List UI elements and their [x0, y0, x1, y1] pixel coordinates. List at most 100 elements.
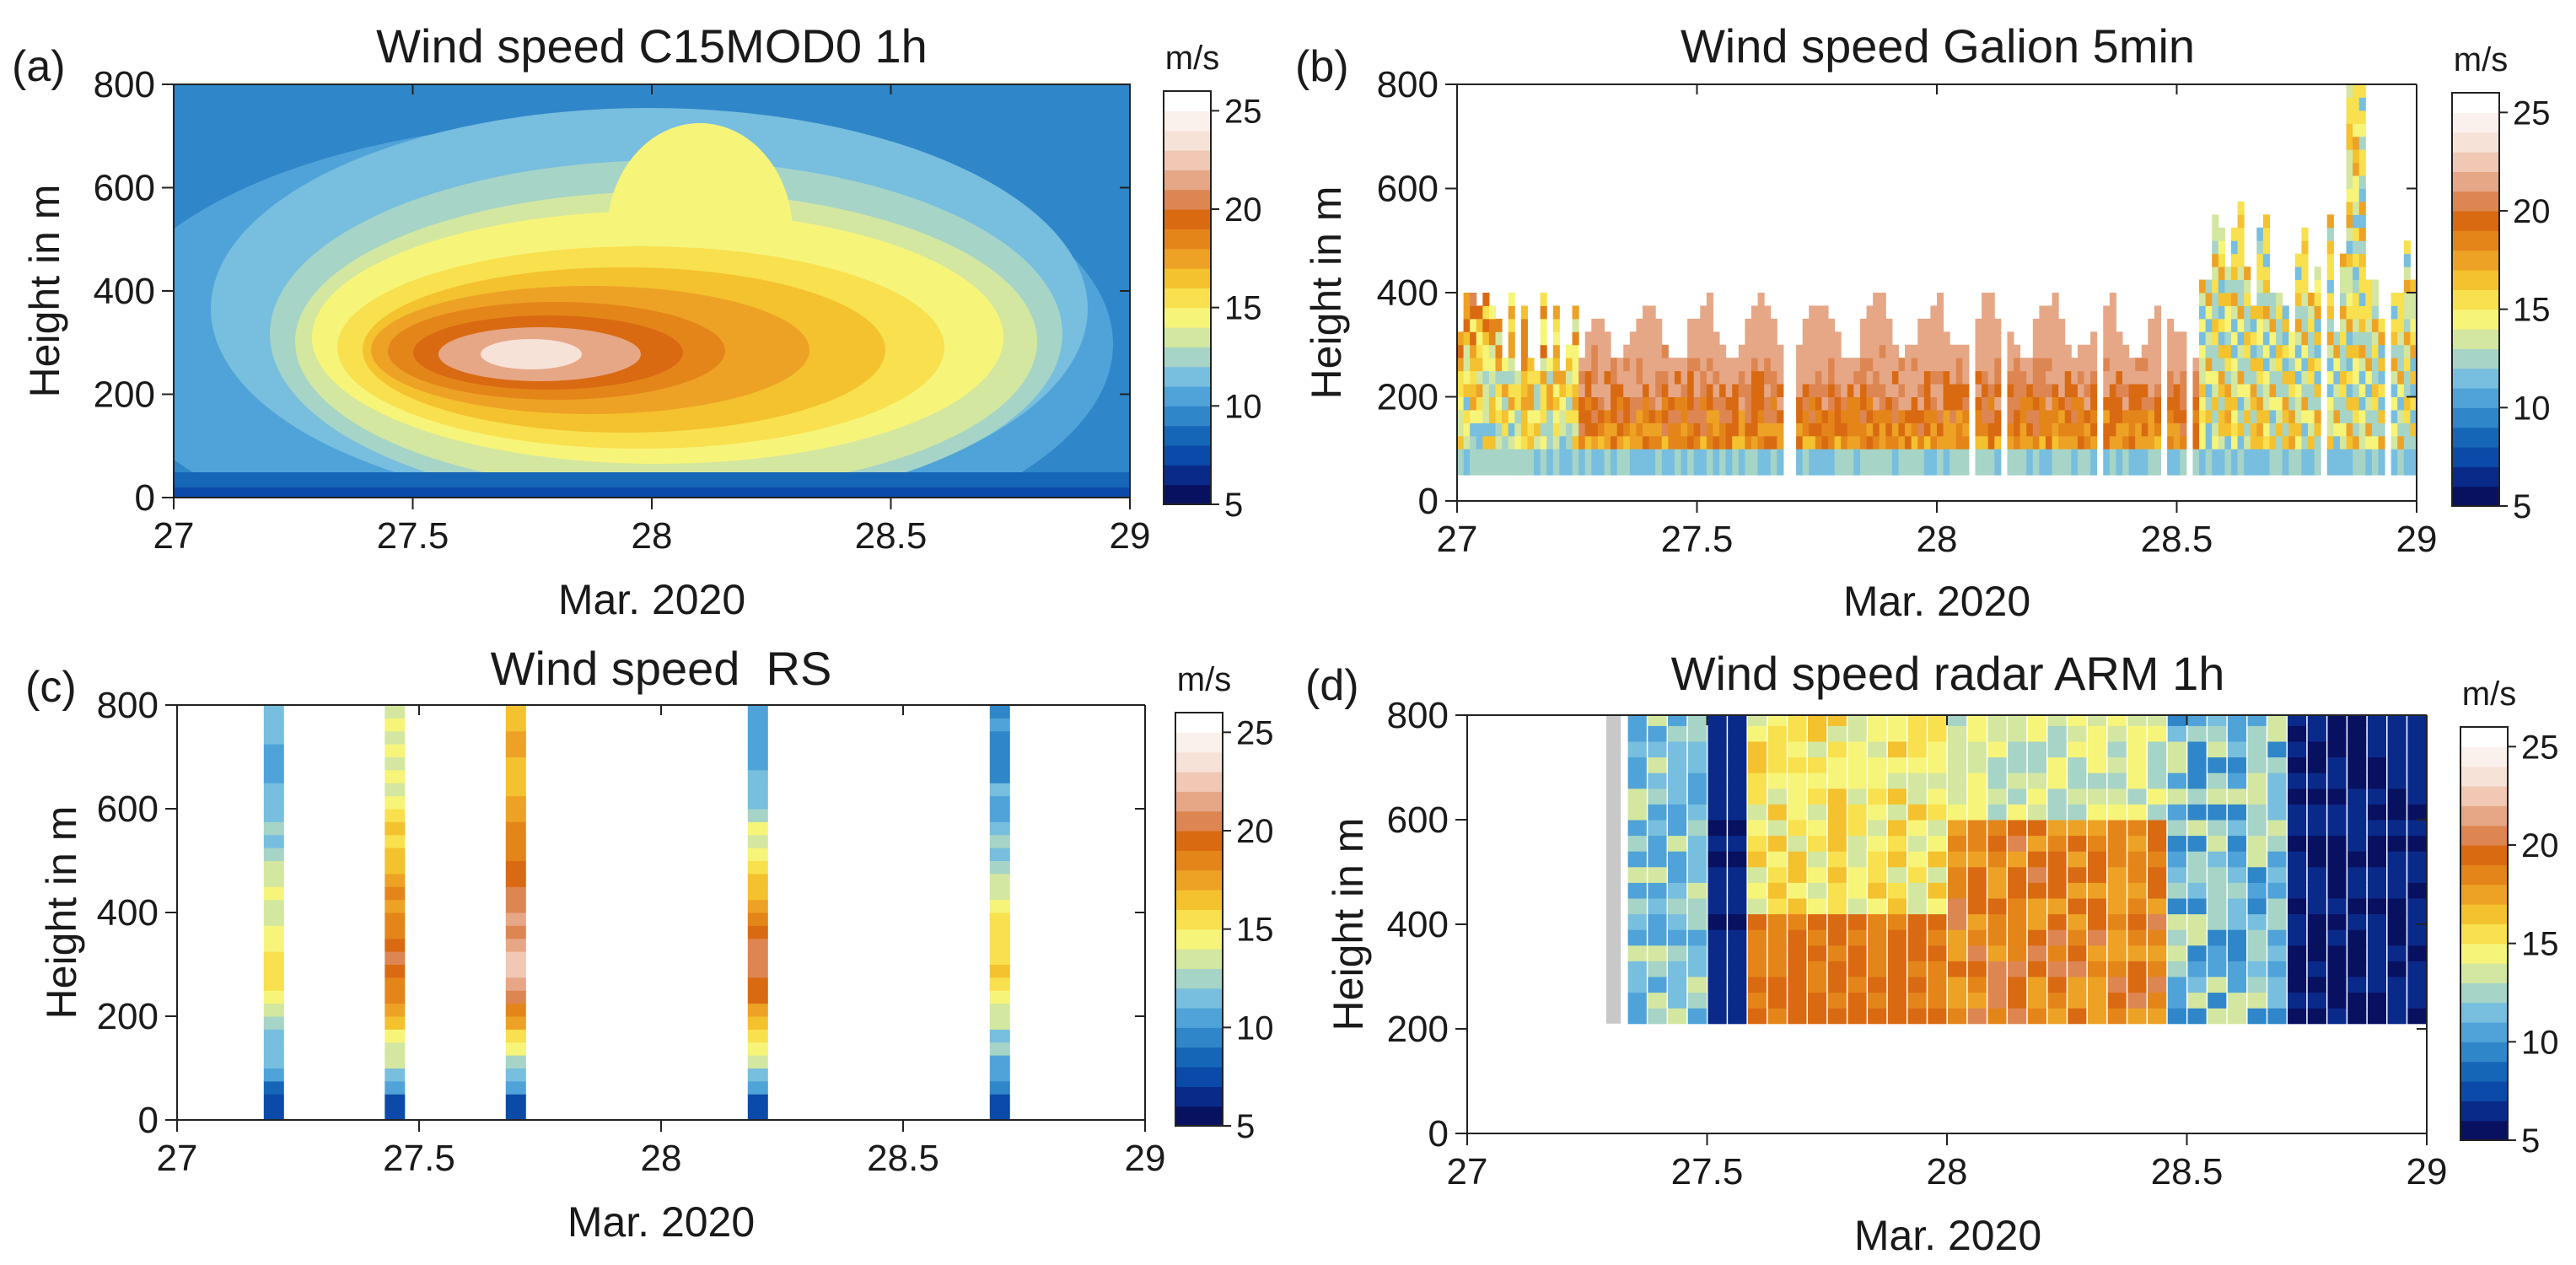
heatmap-cell [1767, 788, 1787, 805]
x-tick-label: 27.5 [1671, 1151, 1744, 1192]
heatmap-cell [2227, 788, 2247, 805]
heatmap-cell [2250, 358, 2257, 372]
heatmap-cell [1627, 715, 1647, 726]
heatmap-cell [1668, 715, 1687, 726]
heatmap-cell [2346, 214, 2353, 229]
heatmap-cell [1967, 961, 1987, 977]
heatmap-cell [1847, 1008, 1867, 1025]
heatmap-cell [1706, 331, 1713, 346]
heatmap-cell [1495, 344, 1503, 358]
heatmap-cell [2068, 772, 2087, 789]
heatmap-cell [2256, 344, 2264, 358]
heatmap-cell [1898, 435, 1906, 449]
heatmap-cell [2333, 461, 2341, 476]
heatmap-cell [2068, 1008, 2087, 1025]
heatmap-cell [2410, 384, 2417, 397]
heatmap-cell [2237, 266, 2245, 281]
heatmap-cell [1887, 945, 1907, 961]
heatmap-cell [2007, 370, 2014, 385]
heatmap-cell [2358, 435, 2366, 449]
heatmap-cell [2407, 715, 2427, 726]
heatmap-cell [1728, 882, 1747, 899]
heatmap-cell [2141, 384, 2148, 397]
heatmap-cell [2347, 945, 2367, 961]
heatmap-cell [2267, 788, 2287, 805]
x-tick-label: 28 [632, 515, 673, 557]
heatmap-cell [1807, 1008, 1827, 1025]
heatmap-cell [1482, 331, 1490, 346]
heatmap-cell [1476, 358, 1483, 372]
heatmap-cell [2250, 331, 2257, 346]
sounding-cell [263, 821, 284, 836]
heatmap-cell [2218, 461, 2225, 476]
heatmap-cell [2032, 384, 2040, 397]
heatmap-cell [1923, 318, 1931, 332]
heatmap-cell [2173, 435, 2181, 449]
colorbar-swatch [2452, 329, 2499, 349]
heatmap-cell [1907, 866, 1927, 883]
heatmap-cell [1750, 344, 1759, 358]
heatmap-cell [2107, 913, 2127, 930]
heatmap-cell [2237, 201, 2245, 215]
heatmap-cell [1853, 409, 1861, 423]
heatmap-cell [1796, 370, 1804, 385]
heatmap-cell [1565, 344, 1573, 358]
sounding-cell [505, 912, 526, 926]
heatmap-cell [2230, 305, 2239, 320]
sounding-cell [747, 730, 768, 745]
heatmap-cell [1476, 435, 1483, 449]
heatmap-cell [1987, 756, 2007, 773]
sounding-cell [747, 925, 768, 939]
heatmap-cell [2410, 370, 2417, 385]
heatmap-cell [2367, 945, 2387, 961]
heatmap-cell [2346, 293, 2353, 306]
heatmap-cell [1643, 305, 1650, 320]
heatmap-cell [1559, 409, 1567, 423]
heatmap-cell [2410, 461, 2417, 476]
heatmap-cell [2410, 449, 2417, 463]
heatmap-cell [1604, 423, 1611, 437]
heatmap-cell [2045, 396, 2053, 411]
heatmap-cell [2224, 435, 2232, 449]
heatmap-cell [1930, 396, 1938, 411]
heatmap-cell [1725, 461, 1733, 476]
heatmap-cell [1947, 820, 1967, 837]
heatmap-cell [2116, 449, 2123, 463]
heatmap-cell [1470, 384, 1477, 397]
heatmap-cell [2301, 370, 2309, 385]
heatmap-cell [1994, 461, 2002, 476]
heatmap-cell [1907, 945, 1927, 961]
heatmap-cell [1476, 318, 1483, 332]
heatmap-cell [1565, 449, 1573, 463]
heatmap-cell [1859, 358, 1868, 372]
heatmap-cell [1937, 331, 1944, 346]
heatmap-cell [2230, 409, 2239, 423]
heatmap-cell [1611, 461, 1618, 476]
panel-b-title: Wind speed Galion 5min [1681, 19, 2195, 73]
heatmap-cell [2116, 461, 2123, 476]
heatmap-cell [1907, 835, 1927, 852]
heatmap-cell [1834, 449, 1842, 463]
heatmap-cell [1928, 804, 1947, 821]
heatmap-cell [1885, 370, 1893, 385]
colorbar-swatch [1164, 425, 1211, 446]
heatmap-cell [2007, 384, 2014, 397]
heatmap-cell [1687, 725, 1707, 742]
heatmap-cell [1584, 409, 1592, 423]
heatmap-cell [1949, 370, 1957, 385]
heatmap-cell [2180, 435, 2187, 449]
heatmap-cell [2339, 318, 2347, 332]
heatmap-cell [2127, 725, 2147, 742]
heatmap-cell [1994, 370, 2002, 385]
heatmap-cell [2403, 331, 2411, 346]
heatmap-cell [2087, 913, 2107, 930]
heatmap-cell [2167, 929, 2186, 946]
heatmap-cell [2358, 175, 2366, 189]
heatmap-cell [2347, 715, 2367, 726]
heatmap-cell [2167, 961, 2186, 977]
heatmap-cell [2244, 396, 2251, 411]
heatmap-cell [1706, 423, 1713, 437]
heatmap-cell [1917, 331, 1925, 346]
sounding-cell [989, 860, 1010, 875]
heatmap-cell [1868, 913, 1887, 930]
